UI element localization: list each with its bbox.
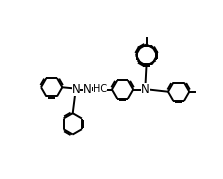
Text: N: N — [83, 83, 92, 96]
Text: N: N — [72, 83, 81, 96]
Text: N: N — [141, 83, 150, 96]
Text: HC: HC — [93, 84, 107, 95]
